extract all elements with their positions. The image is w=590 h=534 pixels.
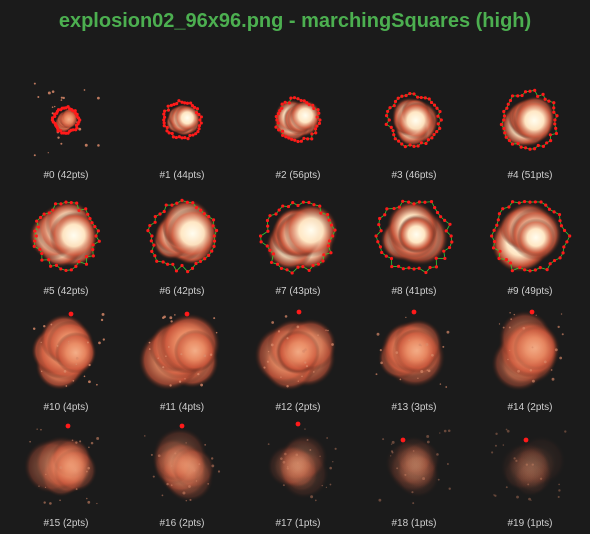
frame-cell: #12 (2pts) [240, 302, 356, 418]
frame-caption: #7 (43pts) [275, 286, 321, 297]
frame-caption: #1 (44pts) [159, 170, 205, 181]
frame-caption: #19 (1pts) [507, 518, 553, 529]
frame-cell: #2 (56pts) [240, 70, 356, 186]
frame-cell: #9 (49pts) [472, 186, 588, 302]
frame-thumbnail [258, 200, 338, 275]
frame-cell: #6 (42pts) [124, 186, 240, 302]
frame-caption: #10 (4pts) [43, 402, 89, 413]
frame-cell: #18 (1pts) [356, 418, 472, 534]
frame-caption: #8 (41pts) [391, 286, 437, 297]
frame-caption: #15 (2pts) [43, 518, 89, 529]
frame-cell: #11 (4pts) [124, 302, 240, 418]
frame-cell: #1 (44pts) [124, 70, 240, 186]
frame-cell: #15 (2pts) [8, 418, 124, 534]
frame-cell: #8 (41pts) [356, 186, 472, 302]
frame-grid: #0 (42pts) #1 (44pts) #2 (56pts) #3 (46pts)… [0, 70, 590, 534]
frame-cell: #4 (51pts) [472, 70, 588, 186]
frame-thumbnail [375, 309, 450, 388]
page-title: explosion02_96x96.png - marchingSquares … [58, 10, 532, 32]
frame-caption: #13 (3pts) [391, 402, 437, 413]
frame-cell: #0 (42pts) [8, 70, 124, 186]
frame-caption: #18 (1pts) [391, 518, 437, 529]
frame-thumbnail [29, 200, 101, 273]
frame-caption: #5 (42pts) [43, 286, 89, 297]
frame-caption: #9 (49pts) [507, 286, 553, 297]
frame-thumbnail [144, 423, 221, 502]
frame-cell: #3 (46pts) [356, 70, 472, 186]
frame-caption: #16 (2pts) [159, 518, 205, 529]
frame-thumbnail [146, 198, 219, 274]
frame-thumbnail [274, 96, 322, 144]
frame-thumbnail [138, 311, 221, 391]
frame-cell: #13 (3pts) [356, 302, 472, 418]
frame-caption: #4 (51pts) [507, 170, 553, 181]
frame-thumbnail [491, 428, 567, 501]
frame-thumbnail [267, 421, 337, 502]
frame-thumbnail [23, 423, 100, 505]
frame-caption: #6 (42pts) [159, 286, 205, 297]
frame-thumbnail [254, 309, 337, 391]
frame-cell: #7 (43pts) [240, 186, 356, 302]
frame-caption: #2 (56pts) [275, 170, 321, 181]
frame-cell: #16 (2pts) [124, 418, 240, 534]
frame-caption: #14 (2pts) [507, 402, 553, 413]
frame-thumbnail [491, 309, 564, 391]
frame-caption: #17 (1pts) [275, 518, 321, 529]
frame-row: #15 (2pts) #16 (2pts) #17 (1pts) #18 (1pts)… [0, 418, 590, 534]
frame-row: #10 (4pts) #11 (4pts) #12 (2pts) #13 (3pts)… [0, 302, 590, 418]
frame-cell: #10 (4pts) [8, 302, 124, 418]
frame-thumbnail [499, 88, 559, 151]
frame-thumbnail [162, 99, 203, 141]
frame-thumbnail [378, 429, 451, 505]
frame-cell: #14 (2pts) [472, 302, 588, 418]
frame-cell: #17 (1pts) [240, 418, 356, 534]
frame-thumbnail [490, 199, 572, 273]
frame-row: #5 (42pts) #6 (42pts) #7 (43pts) #8 (41pts)… [0, 186, 590, 302]
frame-thumbnail [33, 82, 100, 157]
frame-thumbnail [384, 91, 443, 149]
frame-caption: #11 (4pts) [159, 402, 205, 413]
frame-cell: #5 (42pts) [8, 186, 124, 302]
frame-thumbnail [374, 199, 454, 275]
frame-caption: #3 (46pts) [391, 170, 437, 181]
frame-caption: #0 (42pts) [43, 170, 89, 181]
frame-caption: #12 (2pts) [275, 402, 321, 413]
frame-cell: #19 (1pts) [472, 418, 588, 534]
frame-thumbnail [31, 311, 105, 390]
frame-row: #0 (42pts) #1 (44pts) #2 (56pts) #3 (46pts)… [0, 70, 590, 186]
